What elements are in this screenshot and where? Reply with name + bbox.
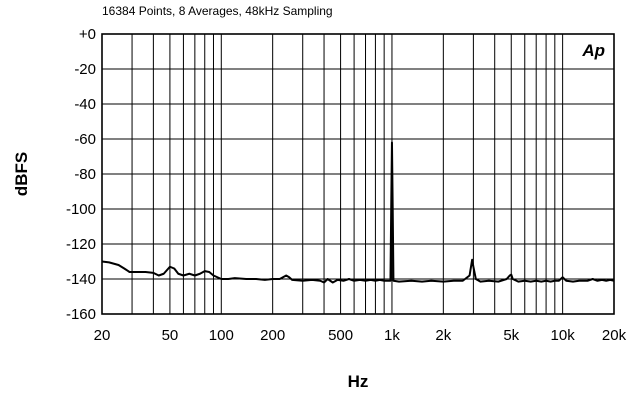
x-axis-title: Hz <box>348 372 369 391</box>
x-tick-label-4: 500 <box>328 327 353 344</box>
grid-lines <box>102 34 614 314</box>
y-tick-labels: +0 -20 -40 -60 -80 -100 -120 -140 -160 <box>66 26 96 323</box>
y-tick-label-1: -20 <box>74 61 96 78</box>
plot-frame <box>101 33 615 315</box>
y-tick-label-7: -140 <box>66 271 96 288</box>
x-tick-label-7: 5k <box>503 327 519 344</box>
x-tick-label-1: 50 <box>162 327 179 344</box>
series-group <box>101 141 615 284</box>
y-tick-label-4: -80 <box>74 166 96 183</box>
y-tick-label-2: -40 <box>74 96 96 113</box>
y-tick-label-6: -120 <box>66 236 96 253</box>
series-line-0 <box>101 141 615 284</box>
x-tick-label-5: 1k <box>384 327 400 344</box>
y-tick-label-5: -100 <box>66 201 96 218</box>
y-tick-label-8: -160 <box>66 306 96 323</box>
ap-logo: Ap <box>581 41 605 60</box>
x-tick-labels: 20 50 100 200 500 1k 2k 5k 10k 20k <box>94 327 627 344</box>
y-tick-label-0: +0 <box>79 26 96 43</box>
x-tick-label-0: 20 <box>94 327 111 344</box>
x-tick-label-9: 20k <box>602 327 627 344</box>
x-tick-label-6: 2k <box>435 327 451 344</box>
y-tick-label-3: -60 <box>74 131 96 148</box>
chart-subtitle: 16384 Points, 8 Averages, 48kHz Sampling <box>102 4 333 18</box>
x-tick-label-3: 200 <box>260 327 285 344</box>
x-tick-label-8: 10k <box>551 327 576 344</box>
x-tick-label-2: 100 <box>209 327 234 344</box>
y-axis-title: dBFS <box>12 152 31 196</box>
